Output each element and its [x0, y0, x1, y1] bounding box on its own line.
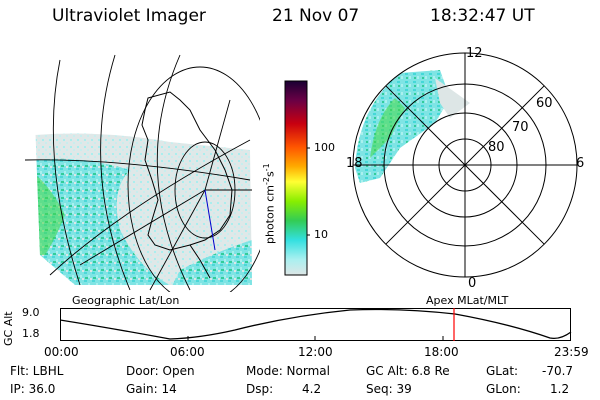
- mode-status: Mode: Normal: [246, 364, 330, 378]
- altitude-xtick-0000: 00:00: [44, 345, 79, 359]
- mlat-label-70: 70: [512, 120, 529, 135]
- time-label: 18:32:47 UT: [430, 6, 535, 26]
- colorbar-tick-10: 10: [314, 228, 328, 241]
- altitude-xtick-1200: 12:00: [298, 345, 333, 359]
- geographic-label: Geographic Lat/Lon: [72, 294, 180, 307]
- altitude-xtick-0600: 06:00: [170, 345, 205, 359]
- ip-status: IP: 36.0: [10, 382, 56, 396]
- glon-label: GLon:: [486, 382, 521, 396]
- altitude-plot: [60, 308, 572, 341]
- instrument-title: Ultraviolet Imager: [52, 6, 206, 26]
- gc-alt-status: GC Alt: 6.8 Re: [366, 364, 450, 378]
- seq-status: Seq: 39: [366, 382, 412, 396]
- gain-status: Gain: 14: [126, 382, 177, 396]
- filter-status: Flt: LBHL: [10, 364, 64, 378]
- dsp-label: Dsp:: [246, 382, 274, 396]
- dsp-value: 4.2: [302, 382, 322, 396]
- door-status: Door: Open: [126, 364, 195, 378]
- glon-value: 1.2: [550, 382, 570, 396]
- polar-plot: [352, 52, 578, 278]
- glat-label: GLat:: [486, 364, 519, 378]
- altitude-ytick-min: 1.8: [22, 327, 40, 340]
- date-label: 21 Nov 07: [272, 6, 360, 26]
- altitude-curve: [60, 308, 572, 340]
- mlt-label-12: 12: [466, 46, 483, 61]
- colorbar-unit-label: photon cm-2s-1: [262, 163, 277, 244]
- altitude-xtick-2359: 23:59: [554, 345, 589, 359]
- geographic-image: [24, 54, 260, 292]
- altitude-ytick-max: 9.0: [22, 306, 40, 319]
- altitude-ylabel: GC Alt: [2, 311, 15, 346]
- colorbar: [284, 80, 310, 276]
- colorbar-tick-100: 100: [314, 141, 335, 154]
- mlt-label-6: 6: [576, 156, 585, 171]
- mlat-label-60: 60: [536, 96, 553, 111]
- altitude-xtick-1800: 18:00: [424, 345, 459, 359]
- mlt-label-18: 18: [346, 156, 363, 171]
- glat-value: -70.7: [542, 364, 574, 378]
- mlat-label-80: 80: [488, 140, 505, 155]
- mlt-label-0: 0: [468, 276, 477, 291]
- apex-label: Apex MLat/MLT: [426, 294, 509, 307]
